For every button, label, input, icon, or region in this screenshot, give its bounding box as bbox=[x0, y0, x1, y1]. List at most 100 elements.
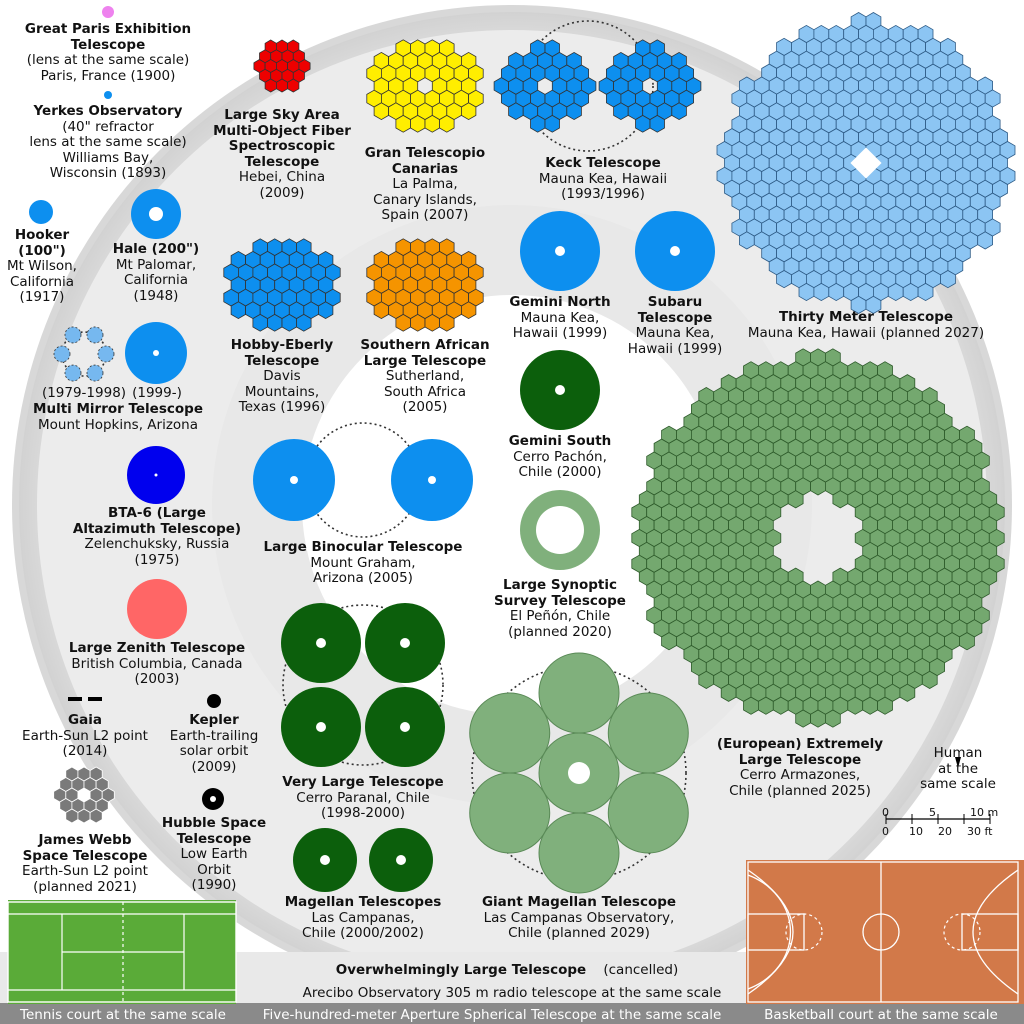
tmt-mirror-segment bbox=[798, 282, 815, 302]
elt-mirror-segment bbox=[862, 696, 878, 715]
label-bta: BTA-6 (Large Altazimuth Telescope) Zelenc… bbox=[72, 505, 242, 568]
scale-m-5: 5 bbox=[929, 806, 936, 819]
label-lamost: Large Sky Area Multi-Object Fiber Spectr… bbox=[213, 107, 351, 201]
het-mirror-segment bbox=[317, 301, 334, 320]
yerkes-lens bbox=[104, 91, 112, 99]
jwst-mirror bbox=[53, 766, 115, 824]
salt-mirror-segment bbox=[439, 313, 455, 332]
basketball-court bbox=[746, 860, 1024, 1004]
gtc-mirror-segment bbox=[373, 102, 390, 121]
label-keck: Keck Telescope Mauna Kea, Hawaii (1993/19… bbox=[538, 155, 668, 202]
tmt-mirror-segment bbox=[813, 282, 830, 302]
lamost-mirror bbox=[253, 39, 311, 93]
salt-mirror bbox=[366, 238, 484, 332]
tmt-mirror-segment bbox=[902, 282, 919, 302]
label-kepler: Kepler Earth-trailing solar orbit (2009) bbox=[169, 712, 259, 775]
basketball-label: Basketball court at the same scale bbox=[764, 1007, 998, 1023]
label-hubble: Hubble Space Telescope Low Earth Orbit (1… bbox=[161, 815, 267, 893]
basketball-3pt-left-arc bbox=[747, 869, 794, 995]
mmt-old-mirror bbox=[64, 326, 82, 344]
keck-2-mirror-segment bbox=[613, 102, 629, 121]
salt-mirror-segment bbox=[424, 313, 440, 332]
label-yerkes: Yerkes Observatory (40" refractor lens at… bbox=[29, 103, 187, 181]
elt-mirror-segment bbox=[825, 709, 841, 728]
basketball-ft-left bbox=[785, 913, 823, 951]
hubble-mirror-hole bbox=[210, 796, 216, 802]
scale-ft-20: 20 bbox=[938, 825, 952, 838]
label-gemn: Gemini North Mauna Kea, Hawaii (1999) bbox=[509, 294, 611, 341]
human-figure bbox=[955, 757, 961, 768]
elt-mirror-segment bbox=[877, 696, 893, 715]
label-human: Human at the same scale bbox=[920, 745, 996, 792]
lbt-1-mirror-hole bbox=[290, 476, 298, 484]
gtc-mirror-segment bbox=[395, 114, 411, 133]
salt-mirror-segment bbox=[460, 301, 477, 320]
tmt-mirror-segment bbox=[977, 231, 993, 250]
vlt-3-mirror-hole bbox=[316, 722, 326, 732]
elt-mirror-segment bbox=[810, 477, 826, 496]
elt-mirror-segment bbox=[921, 670, 938, 689]
vlt-2-mirror-hole bbox=[400, 638, 410, 648]
keck-1-mirror-segment bbox=[566, 102, 582, 121]
elt-mirror-segment bbox=[959, 632, 975, 651]
label-het: Hobby-Eberly Telescope Davis Mountains, T… bbox=[230, 337, 334, 415]
magellan-1-mirror-hole bbox=[320, 855, 330, 865]
label-gaia: Gaia Earth-Sun L2 point (2014) bbox=[22, 712, 148, 759]
label-lbt: Large Binocular Telescope Mount Graham, A… bbox=[263, 539, 463, 586]
lzt-mirror bbox=[127, 579, 187, 639]
hale-mirror-hole bbox=[149, 207, 163, 221]
basketball-key-left bbox=[747, 913, 805, 951]
label-vlt: Very Large Telescope Cerro Paranal, Chile… bbox=[282, 774, 444, 821]
subaru-mirror-hole bbox=[670, 246, 680, 256]
elt-mirror-segment bbox=[795, 709, 811, 728]
arecibo-label: Arecibo Observatory 305 m radio telescop… bbox=[302, 985, 722, 1001]
label-paris: Great Paris Exhibition Telescope (lens at… bbox=[24, 21, 192, 84]
elt-mirror-segment bbox=[810, 709, 826, 728]
tennis-outline bbox=[7, 901, 237, 1003]
tmt-mirror-segment bbox=[828, 282, 845, 302]
gtc-mirror-segment bbox=[410, 114, 426, 133]
label-mmt: Multi Mirror Telescope Mount Hopkins, Ari… bbox=[33, 401, 203, 433]
gmt-outline bbox=[471, 665, 687, 881]
label-salt: Southern African Large Telescope Sutherla… bbox=[360, 337, 490, 415]
scale-ft-0: 0 bbox=[882, 825, 889, 838]
mmt-new-mirror-hole bbox=[153, 350, 159, 356]
gtc-mirror-segment bbox=[424, 114, 440, 133]
tmt-mirror-segment bbox=[887, 282, 904, 302]
label-elt: (European) Extremely Large Telescope Cerr… bbox=[716, 736, 884, 799]
het-mirror-segment bbox=[252, 313, 268, 332]
mmt-old-mirror bbox=[86, 326, 104, 344]
label-gtc: Gran Telescopio Canarias La Palma, Canary… bbox=[364, 145, 486, 223]
vlt-outline bbox=[282, 604, 444, 766]
jwst-mirror-segment bbox=[89, 808, 103, 824]
label-jwst: James Webb Space Telescope Earth-Sun L2 p… bbox=[22, 832, 148, 895]
label-gems: Gemini South Cerro Pachón, Chile (2000) bbox=[508, 433, 612, 480]
jwst-mirror-segment bbox=[77, 808, 91, 824]
salt-mirror-segment bbox=[410, 313, 426, 332]
tmt-mirror-segment bbox=[739, 231, 755, 250]
keck-1-mirror-segment bbox=[544, 114, 560, 133]
basketball-key-right bbox=[961, 913, 1019, 951]
scale-m-10: 10 m bbox=[970, 806, 999, 819]
tmt-mirror bbox=[716, 12, 1016, 314]
mmt-old-mirror bbox=[97, 345, 115, 363]
elt-mirror-segment bbox=[832, 490, 849, 509]
salt-mirror-segment bbox=[395, 313, 411, 332]
gmt-outer-mirror bbox=[607, 692, 689, 774]
label-mmt-new: (1999-) bbox=[132, 385, 182, 401]
keck-outline bbox=[522, 20, 654, 152]
elt-mirror-segment bbox=[698, 670, 715, 689]
elt-mirror-segment bbox=[720, 683, 737, 702]
label-tmt: Thirty Meter Telescope Mauna Kea, Hawaii … bbox=[747, 309, 985, 341]
tmt-mirror-segment bbox=[940, 270, 956, 289]
elt-mirror-segment bbox=[758, 696, 774, 715]
keck-1-mirror bbox=[493, 39, 597, 133]
elt-mirror-segment bbox=[661, 632, 677, 651]
keck-2-mirror-segment bbox=[635, 114, 651, 133]
gmt-outer-mirror bbox=[469, 772, 551, 854]
salt-mirror-segment bbox=[373, 301, 390, 320]
het-mirror-segment bbox=[281, 313, 297, 332]
lamost-mirror-segment bbox=[287, 78, 300, 93]
label-gmt: Giant Magellan Telescope Las Campanas Obs… bbox=[481, 894, 677, 941]
